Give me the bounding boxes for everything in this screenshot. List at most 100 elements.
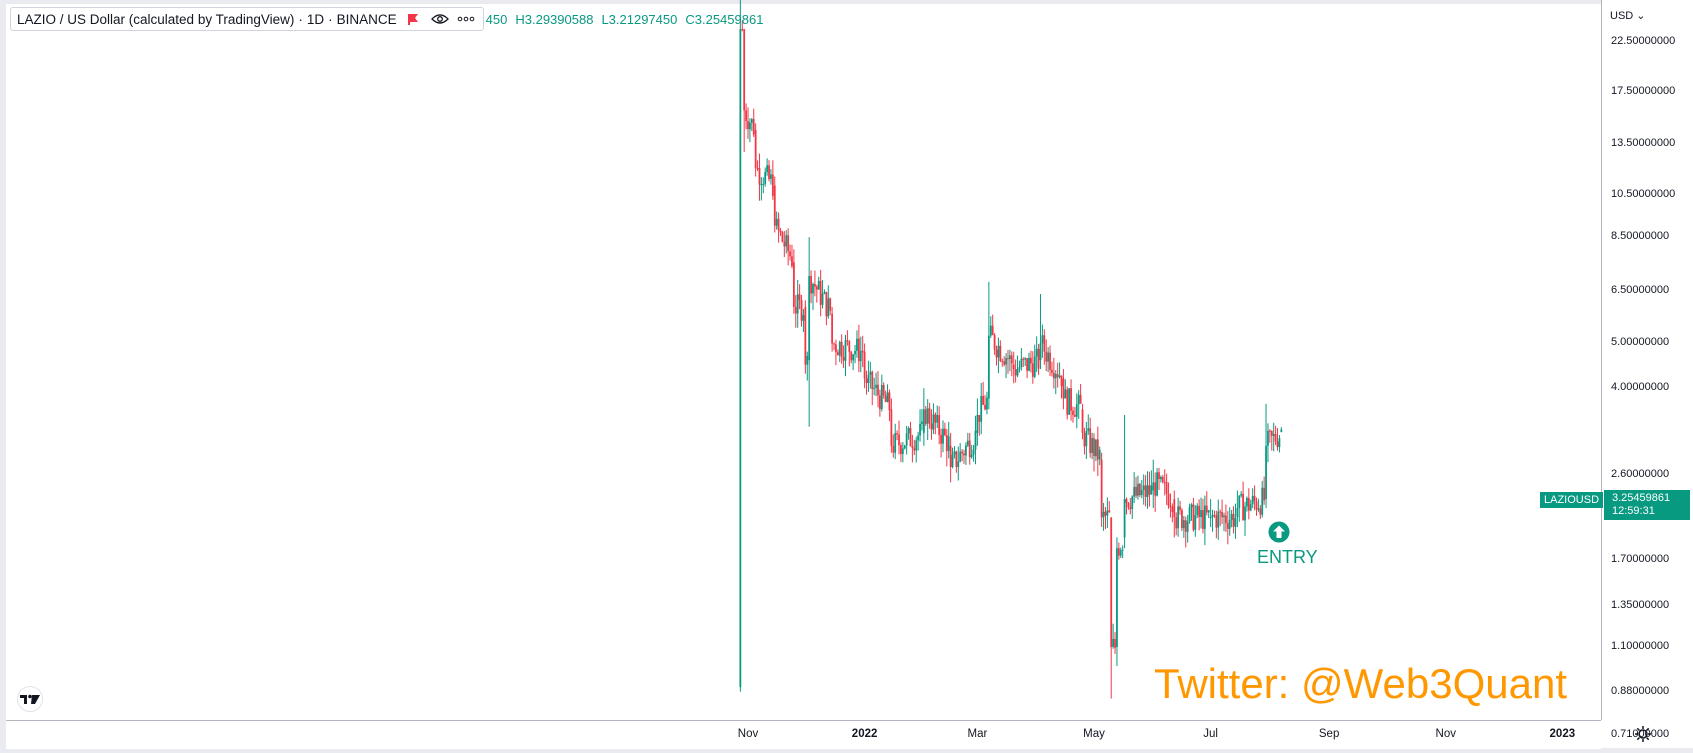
candle-body[interactable]: [924, 409, 927, 424]
candle-body[interactable]: [1207, 510, 1210, 513]
candle-body[interactable]: [871, 371, 874, 389]
candle-body[interactable]: [1181, 510, 1183, 529]
candle-body[interactable]: [833, 343, 835, 345]
candle-body[interactable]: [909, 428, 912, 447]
candle-body[interactable]: [1182, 520, 1185, 529]
candle-body[interactable]: [1104, 511, 1107, 516]
candle-body[interactable]: [869, 371, 872, 375]
candle-body[interactable]: [815, 286, 818, 290]
candle-body[interactable]: [821, 293, 824, 305]
candle-body[interactable]: [938, 415, 941, 435]
candle-body[interactable]: [934, 414, 937, 423]
candle-body[interactable]: [823, 292, 826, 294]
candle-body[interactable]: [980, 396, 983, 422]
candle-body[interactable]: [791, 256, 793, 267]
candle-body[interactable]: [1012, 364, 1015, 370]
candle-body[interactable]: [825, 292, 828, 317]
candle-body[interactable]: [940, 434, 942, 444]
candle-body[interactable]: [861, 350, 864, 353]
candle-body[interactable]: [1056, 373, 1059, 378]
candle-body[interactable]: [997, 345, 1000, 358]
candle-body[interactable]: [1045, 351, 1048, 362]
candle-body[interactable]: [955, 451, 958, 467]
candle-body[interactable]: [1068, 388, 1071, 415]
candle-body[interactable]: [1246, 497, 1248, 507]
candle-body[interactable]: [951, 454, 954, 467]
candle-body[interactable]: [1123, 499, 1126, 538]
candle-body[interactable]: [886, 392, 889, 402]
candle-body[interactable]: [875, 384, 877, 388]
candle-body[interactable]: [1154, 482, 1157, 496]
candle-body[interactable]: [1119, 550, 1122, 556]
candle-body[interactable]: [771, 174, 774, 196]
candle-body[interactable]: [1031, 363, 1034, 377]
candle-body[interactable]: [1247, 497, 1250, 511]
candle-body[interactable]: [1062, 378, 1065, 399]
candle-body[interactable]: [1270, 431, 1273, 436]
candle-body[interactable]: [1265, 445, 1267, 500]
candle-body[interactable]: [783, 241, 786, 247]
candle-body[interactable]: [865, 378, 868, 384]
candle-body[interactable]: [838, 341, 841, 356]
tradingview-logo[interactable]: [12, 686, 48, 712]
candle-body[interactable]: [1194, 515, 1197, 530]
candle-body[interactable]: [802, 315, 805, 321]
candle-body[interactable]: [915, 440, 918, 451]
candle-body[interactable]: [890, 409, 893, 446]
candle-body[interactable]: [819, 280, 822, 305]
candle-body[interactable]: [1165, 482, 1168, 494]
candle-body[interactable]: [1077, 394, 1080, 405]
candle-body[interactable]: [857, 338, 860, 362]
candle-body[interactable]: [1184, 520, 1187, 532]
candle-body[interactable]: [1217, 511, 1220, 528]
candle-body[interactable]: [1226, 523, 1229, 529]
more-icon[interactable]: [457, 16, 475, 22]
candle-body[interactable]: [1234, 518, 1237, 527]
candle-body[interactable]: [848, 341, 851, 352]
candle-body[interactable]: [1203, 505, 1206, 529]
candle-body[interactable]: [773, 185, 776, 226]
candle-body[interactable]: [756, 168, 759, 170]
candle-body[interactable]: [949, 445, 952, 467]
candle-body[interactable]: [1033, 356, 1036, 377]
candle-body[interactable]: [1072, 410, 1074, 415]
candle-body[interactable]: [1240, 493, 1243, 496]
candle-body[interactable]: [814, 283, 816, 287]
candle-body[interactable]: [1146, 485, 1149, 497]
candle-body[interactable]: [789, 251, 791, 257]
candle-body[interactable]: [1161, 477, 1164, 482]
candle-body[interactable]: [754, 130, 757, 169]
candle-body[interactable]: [1114, 638, 1116, 648]
candle-body[interactable]: [942, 428, 944, 444]
candle-body[interactable]: [1198, 505, 1201, 518]
candle-body[interactable]: [739, 29, 742, 688]
candle-body[interactable]: [1268, 430, 1271, 432]
candle-body[interactable]: [1089, 428, 1092, 453]
price-axis[interactable]: [1601, 0, 1693, 720]
candle-body[interactable]: [1008, 355, 1011, 360]
candle-body[interactable]: [844, 340, 847, 361]
candle-body[interactable]: [1102, 511, 1105, 518]
candle-body[interactable]: [1093, 438, 1095, 457]
candle-body[interactable]: [806, 355, 809, 365]
candle-body[interactable]: [995, 349, 998, 358]
candle-body[interactable]: [1070, 388, 1072, 411]
candle-body[interactable]: [1106, 510, 1109, 516]
candle-body[interactable]: [873, 387, 876, 389]
candle-body[interactable]: [903, 445, 906, 449]
candle-body[interactable]: [921, 421, 923, 424]
candle-body[interactable]: [1007, 358, 1009, 360]
candle-body[interactable]: [1039, 343, 1042, 361]
candle-body[interactable]: [926, 408, 929, 424]
entry-annotation-label[interactable]: ENTRY: [1257, 547, 1318, 567]
candle-body[interactable]: [974, 430, 977, 450]
candle-body[interactable]: [1188, 507, 1191, 522]
candle-body[interactable]: [1079, 394, 1082, 404]
candle-body[interactable]: [1223, 515, 1225, 518]
candle-body[interactable]: [986, 397, 988, 410]
candle-body[interactable]: [957, 461, 960, 467]
candle-body[interactable]: [1205, 505, 1208, 513]
candle-body[interactable]: [749, 122, 751, 130]
candle-body[interactable]: [907, 428, 910, 434]
